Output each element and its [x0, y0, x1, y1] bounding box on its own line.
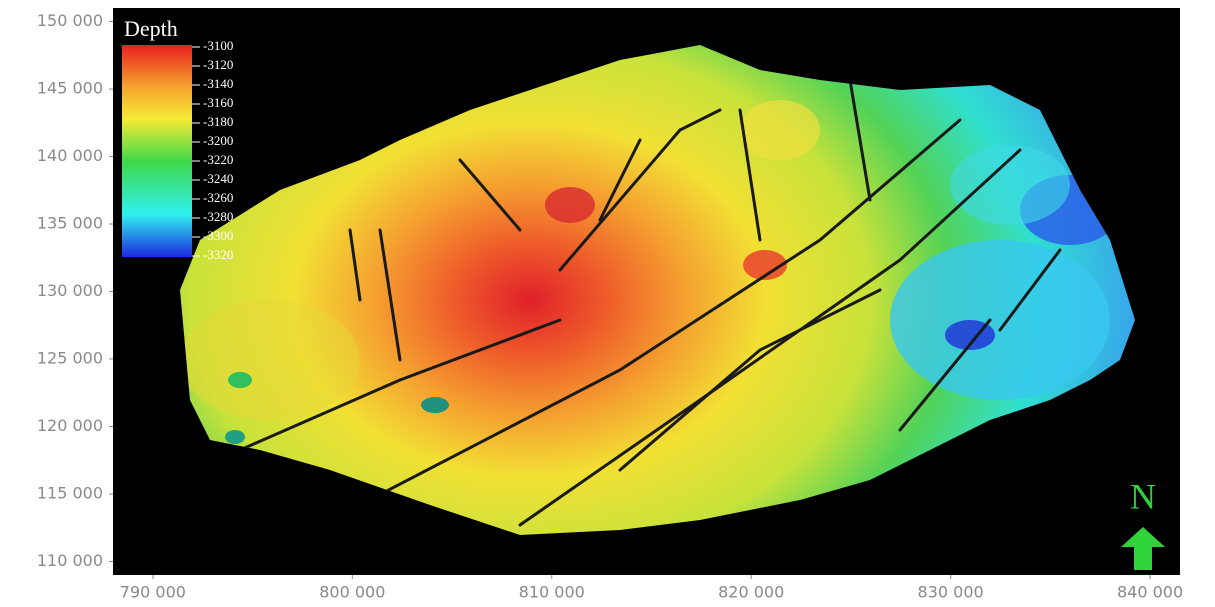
colorbar-title: Depth	[124, 16, 178, 41]
colorbar-tick-label: -3220	[203, 152, 233, 167]
colorbar-tick-label: -3100	[203, 38, 233, 53]
y-tick-label: 130 000	[37, 281, 103, 300]
colorbar-tick-label: -3120	[203, 57, 233, 72]
y-tick-label: 145 000	[37, 79, 103, 98]
colorbar-tick-label: -3300	[203, 228, 233, 243]
x-tick-label: 790 000	[120, 583, 186, 602]
colorbar	[122, 45, 192, 257]
x-tick-label: 820 000	[718, 583, 784, 602]
x-tick-label: 800 000	[319, 583, 385, 602]
y-tick-label: 125 000	[37, 349, 103, 368]
y-tick-label: 140 000	[37, 146, 103, 165]
map: Depth N 790 000 800 000 810 000 820 000 830 …	[0, 0, 1215, 607]
x-tick-label: 830 000	[918, 583, 984, 602]
y-tick-label: 135 000	[37, 214, 103, 233]
north-label: N	[1130, 476, 1156, 516]
y-tick-label: 120 000	[37, 416, 103, 435]
y-tick-label: 150 000	[37, 11, 103, 30]
colorbar-tick-label: -3160	[203, 95, 233, 110]
colorbar-tick-label: -3240	[203, 171, 233, 186]
colorbar-tick-label: -3180	[203, 114, 233, 129]
colorbar-tick-label: -3200	[203, 133, 233, 148]
y-tick-label: 115 000	[37, 484, 103, 503]
colorbar-tick-label: -3140	[203, 76, 233, 91]
colorbar-tick-label: -3280	[203, 209, 233, 224]
colorbar-tick-label: -3260	[203, 190, 233, 205]
x-tick-label: 810 000	[519, 583, 585, 602]
x-tick-label: 840 000	[1117, 583, 1183, 602]
y-tick-label: 110 000	[37, 551, 103, 570]
colorbar-tick-label: -3320	[203, 247, 233, 262]
